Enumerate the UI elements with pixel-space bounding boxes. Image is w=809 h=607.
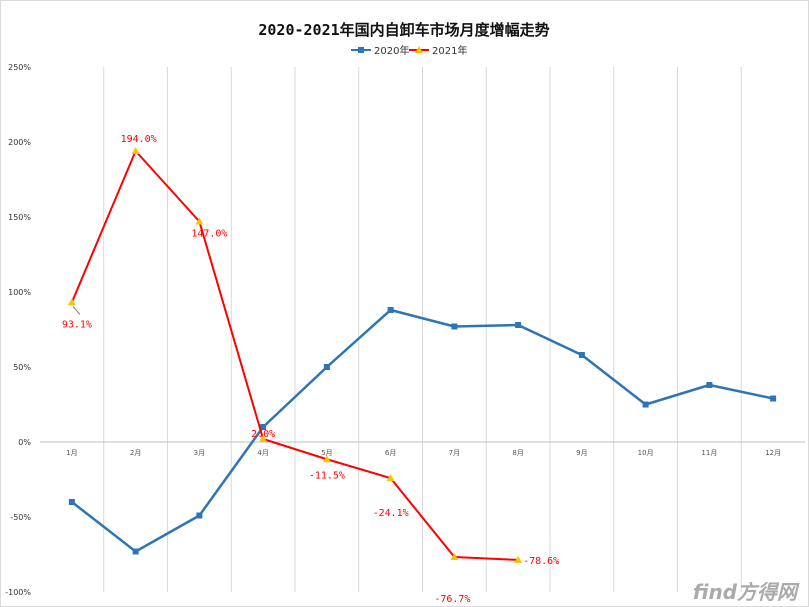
legend: 2020年 2021年 [351,44,467,57]
data-point-2020 [770,395,777,402]
series-2020 [68,307,777,555]
data-point-2020 [323,364,330,370]
data-point-2020 [642,401,649,408]
data-point-2020 [132,548,139,555]
data-label-2021: -78.6% [523,556,559,567]
x-tick-label: 12月 [765,449,781,457]
legend-marker-2020 [358,47,364,53]
legend-label-2020: 2020年 [374,44,409,57]
legend-label-2021: 2021年 [432,44,467,57]
legend-marker-2021 [415,46,423,53]
data-point-2021 [67,298,76,306]
x-axis: 1月 2月 3月 4月 5月 6月 7月 8月 9月 10月 11月 12月 [66,449,781,457]
legend-item-2021: 2021年 [409,44,467,57]
data-label-2021: -24.1% [373,508,409,519]
data-point-2020 [387,307,394,313]
x-tick-label: 11月 [701,449,717,457]
data-point-2021 [450,553,459,561]
data-point-2021 [386,474,395,482]
x-tick-label: 2月 [130,449,141,457]
data-point-2020 [68,499,75,505]
x-tick-label: 1月 [66,449,77,457]
data-labels-2021: 93.1% 194.0% 147.0% 2.0% -11.5% -24.1% -76.7% -… [62,134,559,605]
x-tick-label: 10月 [638,449,654,457]
data-point-2020 [515,322,522,328]
label-leader-line [72,306,81,315]
y-tick-label: -50% [10,513,31,522]
data-label-2021: 194.0% [121,134,157,145]
watermark-logo: find方得网 [692,580,797,604]
data-point-2020 [706,382,713,388]
data-label-2021: -11.5% [309,470,345,481]
data-point-2021 [322,455,331,463]
y-tick-label: 200% [8,138,31,147]
x-tick-label: 8月 [512,449,523,457]
y-tick-label: -100% [5,588,31,597]
legend-item-2020: 2020年 [351,44,409,57]
x-tick-label: 3月 [194,449,205,457]
data-point-2020 [196,512,203,519]
data-point-2020 [578,352,585,358]
data-point-2021 [514,555,523,563]
data-point-2021 [195,217,204,225]
series-line-2021 [70,150,519,561]
data-label-2021: 147.0% [191,229,227,240]
data-label-2021: 2.0% [251,429,275,440]
y-tick-label: 100% [8,288,31,297]
y-axis: -100% -50% 0% 50% 100% 150% 200% 250% [5,63,31,597]
y-tick-label: 250% [8,63,31,72]
x-tick-label: 4月 [257,449,268,457]
series-2021 [67,147,523,563]
x-tick-label: 7月 [449,449,460,457]
data-point-2021 [131,147,140,154]
data-label-2021: 93.1% [62,319,92,330]
y-tick-label: 0% [18,438,31,447]
y-tick-label: 150% [8,213,31,222]
data-label-2021: -76.7% [434,594,470,605]
x-tick-label: 5月 [321,449,332,457]
series-line-2020 [71,308,774,553]
x-tick-label: 9月 [576,449,587,457]
data-point-2020 [260,424,267,430]
y-tick-label: 50% [13,363,31,372]
chart-title: 2020-2021年国内自卸车市场月度增幅走势 [258,21,549,39]
data-point-2021 [259,435,268,442]
x-tick-label: 6月 [385,449,396,457]
gridlines [40,67,805,592]
data-point-2020 [451,323,458,330]
